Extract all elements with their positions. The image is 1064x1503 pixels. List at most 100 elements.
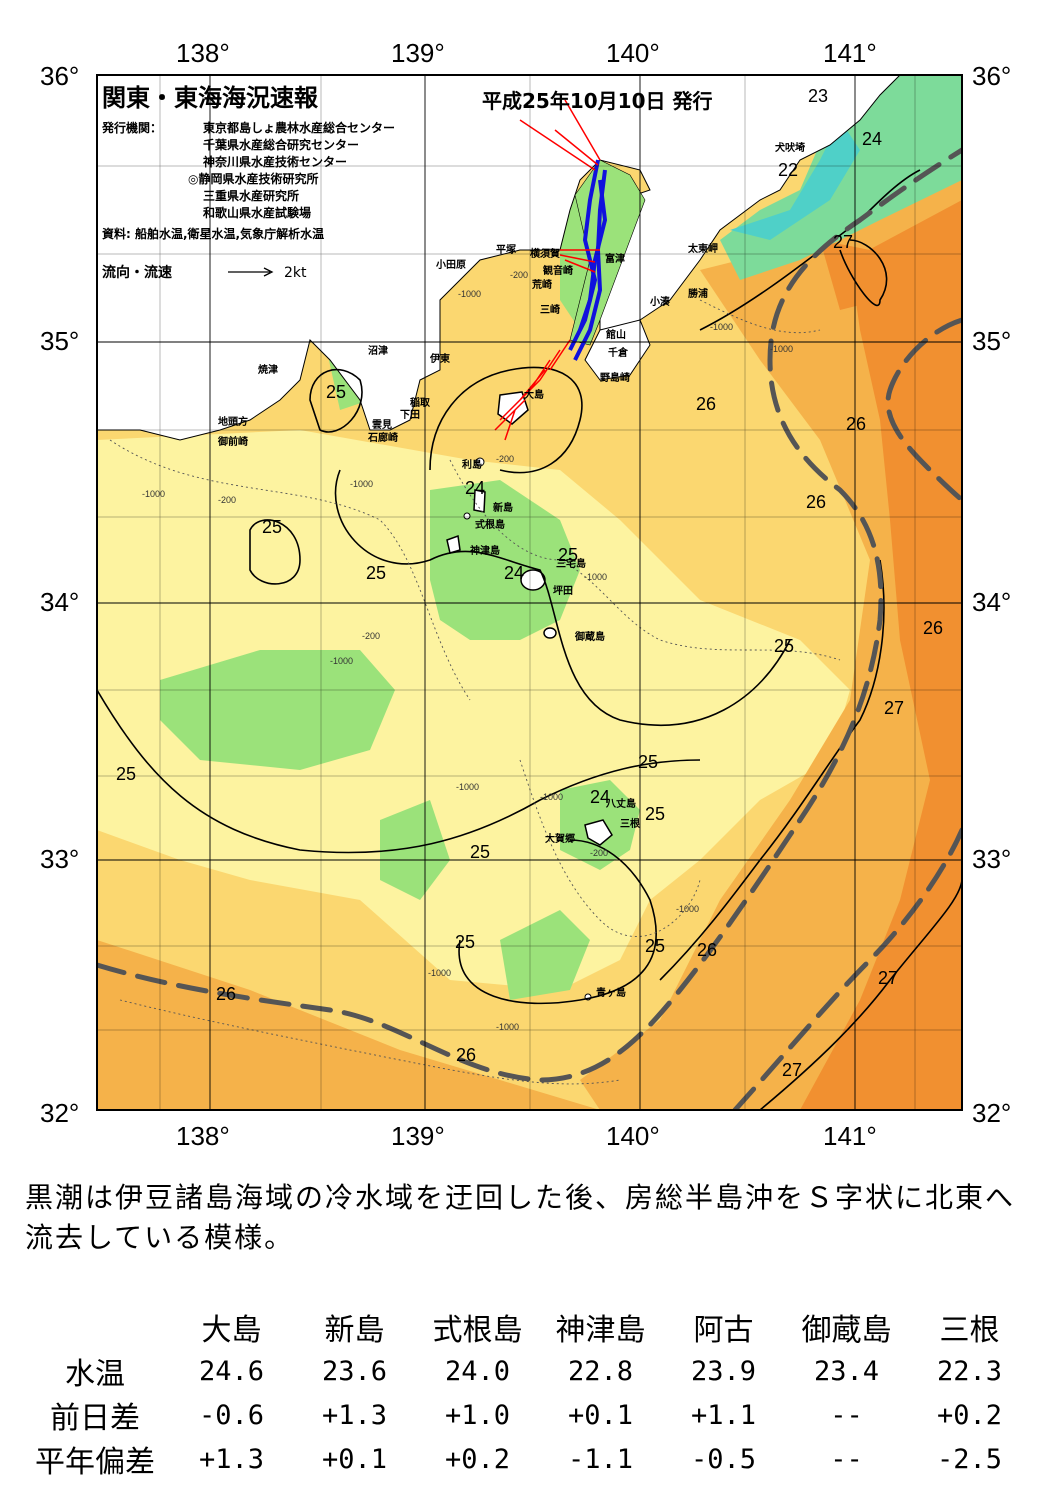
island-miyakejima xyxy=(520,569,546,591)
table-cell: -- xyxy=(830,1443,863,1475)
place-katsuura: 勝浦 xyxy=(688,287,708,300)
table-cell: 23.9 xyxy=(690,1355,757,1387)
depth-label-1000-j: -1000 xyxy=(676,904,699,914)
sst-band-24-mid xyxy=(380,800,450,900)
agency-6: 和歌山県水産試験場 xyxy=(202,205,311,220)
isotherm-25-oshima xyxy=(429,366,583,474)
lon-label-top-138: 138° xyxy=(176,38,230,68)
isotherm-label-26-ss: 26 xyxy=(456,1045,476,1065)
lat-label-right-34: 34° xyxy=(972,587,1011,617)
place-shimoda: 下田 xyxy=(400,409,420,421)
depth-label-200-c: -200 xyxy=(218,495,236,505)
place-aogashima: 青ヶ島 xyxy=(596,986,626,999)
isotherm-label-26-d: 26 xyxy=(923,618,943,638)
longitude-labels-bottom: 138° 139° 140° 141° xyxy=(176,1121,877,1151)
isotherm-label-25-w: 25 xyxy=(262,517,282,537)
table-cell: +0.2 xyxy=(444,1443,511,1475)
isotherm-label-24-niijima: 24 xyxy=(465,478,485,498)
station-kozushima: 神津島 xyxy=(555,1313,646,1348)
table-cell: 24.0 xyxy=(444,1355,511,1387)
agencies-label: 発行機関： xyxy=(101,120,162,135)
table-cell: -2.5 xyxy=(936,1443,1003,1475)
lon-label-bottom-138: 138° xyxy=(176,1121,230,1151)
depth-contour-1000-boso xyxy=(699,299,821,334)
legend-arrowhead-icon xyxy=(263,267,274,277)
place-mikurajima: 御蔵島 xyxy=(574,630,605,643)
ship-track-3 xyxy=(578,179,608,331)
isotherm-labels: 23 24 22 27 26 26 26 26 25 27 25 25 25 2… xyxy=(116,86,943,1080)
lat-label-right-32: 32° xyxy=(972,1098,1011,1128)
table-cell: +1.3 xyxy=(321,1399,388,1431)
sst-band-26-south xyxy=(97,940,600,1110)
place-kumomi: 雲見 xyxy=(372,419,392,431)
isotherm-25-west xyxy=(334,469,791,726)
lat-label-right-35: 35° xyxy=(972,326,1011,356)
isotherm-27-north xyxy=(839,239,888,307)
map-frame xyxy=(96,74,963,1111)
place-oshima: 大島 xyxy=(524,388,544,401)
lat-label-right-33: 33° xyxy=(972,844,1011,874)
table-row: 前日差 -0.6 +1.3 +1.0 +0.1 +1.1 -- +0.2 xyxy=(20,1393,1031,1437)
station-mikurajima: 御蔵島 xyxy=(801,1313,892,1348)
place-tsubota: 坪田 xyxy=(553,584,573,597)
station-ako: 阿古 xyxy=(693,1313,754,1348)
isotherm-label-25-w2: 25 xyxy=(366,563,386,583)
isotherm-25-mid xyxy=(97,689,701,854)
summary-text: 黒潮は伊豆諸島海域の冷水域を迂回した後、房総半島沖をＳ字状に北東へ流去している模… xyxy=(25,1181,1016,1254)
isotherm-label-26-s: 26 xyxy=(697,940,717,960)
island-shikinejima xyxy=(463,512,471,520)
lat-label-left-34: 34° xyxy=(40,587,79,617)
map-header: 関東・東海海況速報 平成25年10月10日 発行 発行機関： 東京都島しょ農林水… xyxy=(101,84,712,281)
depth-label-1000-g: -1000 xyxy=(770,344,793,354)
table-cell: -0.5 xyxy=(690,1443,757,1475)
place-arasaki: 荒崎 xyxy=(531,278,552,291)
lat-label-left-33: 33° xyxy=(40,844,79,874)
table-cell: +1.3 xyxy=(198,1443,265,1475)
place-hiratsuka: 平塚 xyxy=(496,243,516,256)
place-futtsu: 富津 xyxy=(605,252,625,265)
place-niijima: 新島 xyxy=(493,501,513,514)
isotherm-label-27-n: 27 xyxy=(833,232,853,252)
isotherm-label-25-miyake: 25 xyxy=(558,545,578,565)
table-cell: -0.6 xyxy=(198,1399,265,1431)
lat-label-left-35: 35° xyxy=(40,326,79,356)
lon-label-top-139: 139° xyxy=(391,38,445,68)
lat-label-left-36: 36° xyxy=(40,61,79,91)
table-cell: +0.1 xyxy=(567,1399,634,1431)
place-names: 犬吠埼 太東岬 勝浦 小湊 富津 館山 千倉 野島崎 横須賀 観音崎 荒崎 三崎… xyxy=(217,141,805,999)
place-kozushima: 神津島 xyxy=(470,544,500,557)
table-cell: +1.1 xyxy=(690,1399,757,1431)
table-cell: 24.6 xyxy=(198,1355,265,1387)
sst-band-24-aogashima xyxy=(500,910,590,1000)
place-miyakejima: 三宅島 xyxy=(556,557,586,570)
place-irozaki: 石廊崎 xyxy=(367,431,398,444)
place-nojimazaki: 野島崎 xyxy=(600,371,630,384)
table-cell: 22.8 xyxy=(567,1355,634,1387)
sst-band-27-north xyxy=(820,240,880,310)
isotherm-label-25-izu: 25 xyxy=(326,382,346,402)
isotherm-label-26-sw: 26 xyxy=(216,984,236,1004)
island-hachijojima xyxy=(584,819,613,846)
lat-label-left-32: 32° xyxy=(40,1098,79,1128)
isotherm-label-27-e: 27 xyxy=(884,698,904,718)
data-sources: 資料: 船舶水温,衛星水温,気象庁解析水温 xyxy=(102,226,324,241)
station-oshima: 大島 xyxy=(201,1313,262,1348)
place-numazu: 沼津 xyxy=(368,344,388,357)
depth-contour-1000-deep xyxy=(119,999,621,1085)
sea-surface-temperature-map: 138° 139° 140° 141° 138° 139° 140° 141° … xyxy=(40,38,1011,1151)
place-kominato: 小湊 xyxy=(649,295,671,308)
isotherm-label-24-hachijo: 24 xyxy=(590,787,610,807)
isotherm-label-25-sw: 25 xyxy=(116,764,136,784)
place-jitogata: 地頭方 xyxy=(218,415,248,428)
depth-label-200-a: -200 xyxy=(510,270,528,280)
isotherm-27-south xyxy=(759,879,962,1110)
table-cell: -- xyxy=(830,1399,863,1431)
island-toshima xyxy=(475,457,485,467)
kuroshio-axis-main xyxy=(97,147,962,1083)
place-toshima: 利島 xyxy=(462,458,482,471)
isotherm-label-25-c: 25 xyxy=(638,752,658,772)
isotherm-label-26-b: 26 xyxy=(846,414,866,434)
agency-2: 千葉県水産総合研究センター xyxy=(203,137,359,152)
table-cell: +0.1 xyxy=(321,1443,388,1475)
place-mitsune: 三根 xyxy=(620,817,640,830)
